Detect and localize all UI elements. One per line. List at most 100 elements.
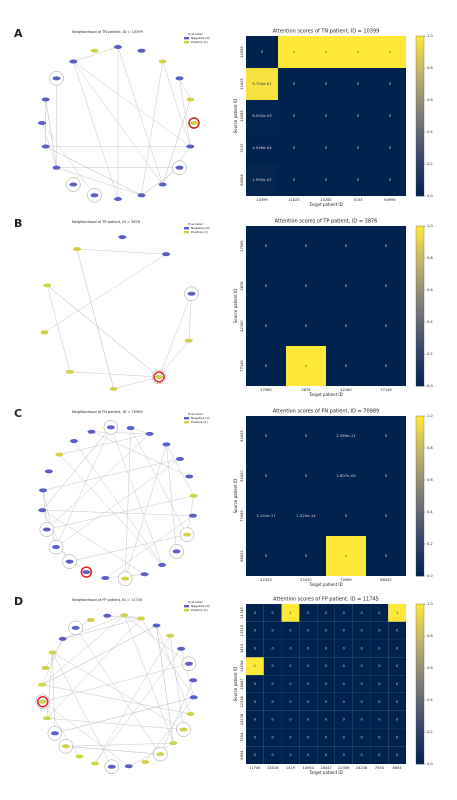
node: [184, 661, 193, 666]
cell: [246, 746, 264, 764]
cell: [334, 621, 353, 640]
x-tick-label: 42180: [340, 388, 352, 392]
x-tick-label: 17965: [260, 388, 271, 392]
cell-label: 0: [389, 81, 392, 86]
cell-label: 0: [385, 553, 388, 558]
colorbar-tick-label: 0.0: [427, 762, 433, 766]
cell-label: 0: [289, 664, 291, 668]
node: [38, 682, 47, 687]
node: [58, 636, 67, 641]
cell-label: 0: [293, 81, 296, 86]
colorbar-step: [416, 298, 424, 303]
edge: [166, 444, 177, 552]
colorbar-step: [416, 184, 424, 189]
cell: [326, 536, 366, 576]
cell-label: 0: [357, 177, 360, 182]
colorbar-step: [416, 342, 424, 347]
cell: [388, 710, 406, 729]
edge: [45, 146, 142, 196]
cell: [246, 710, 264, 729]
legend-swatch: [184, 605, 189, 608]
legend-label: Positive (1): [191, 230, 208, 234]
x-tick-label: 64994: [384, 198, 396, 202]
x-tick-label: 52420: [300, 578, 312, 582]
cell-label: 0: [265, 283, 268, 288]
edge: [54, 697, 194, 734]
colorbar-step: [416, 536, 424, 541]
colorbar-step: [416, 322, 424, 327]
node: [175, 165, 184, 170]
node: [156, 752, 165, 757]
node: [65, 369, 74, 374]
colorbar-step: [416, 302, 424, 307]
node: [91, 761, 100, 766]
cell-label: 0: [385, 363, 388, 368]
cell-label: 0: [254, 629, 256, 633]
colorbar-step: [416, 192, 424, 197]
colorbar-step: [416, 234, 424, 239]
node: [186, 97, 195, 102]
colorbar-step: [416, 164, 424, 169]
cell-label: 0: [396, 700, 398, 704]
cell: [299, 657, 318, 676]
colorbar-step: [416, 172, 424, 177]
cell: [317, 621, 335, 640]
cell: [299, 675, 318, 693]
cell-label: 0: [396, 718, 398, 722]
colorbar-step: [416, 744, 424, 749]
legend-title: True label: [187, 412, 203, 416]
edge: [160, 680, 194, 755]
x-tick-label: 3133: [353, 198, 362, 202]
cell: [246, 692, 264, 711]
cell-label: 0: [272, 682, 274, 686]
colorbar-step: [416, 60, 424, 65]
colorbar-step: [416, 504, 424, 509]
edge: [42, 427, 112, 511]
node: [140, 572, 149, 577]
colorbar-step: [416, 330, 424, 335]
cell: [281, 604, 300, 622]
colorbar-step: [416, 472, 424, 477]
cell: [334, 692, 353, 711]
cell-label: 0: [307, 735, 309, 739]
cell-label: 1: [345, 553, 348, 558]
colorbar-step: [416, 148, 424, 153]
node: [61, 744, 70, 749]
colorbar-step: [416, 242, 424, 247]
node: [42, 527, 51, 532]
cell-label: 0: [396, 753, 398, 757]
colorbar-step: [416, 724, 424, 729]
node: [86, 618, 95, 623]
edge: [124, 615, 190, 665]
network-title: Neighborhood of TP patient, ID = 3876: [72, 220, 140, 224]
target-ring: [153, 371, 165, 383]
colorbar-step: [416, 728, 424, 733]
edge: [42, 615, 125, 685]
x-tick-label: 70989: [340, 578, 352, 582]
colorbar-step: [416, 460, 424, 465]
cell: [246, 100, 278, 132]
colorbar-tick-label: 0.0: [427, 384, 433, 388]
colorbar-step: [416, 370, 424, 375]
cell: [342, 132, 374, 164]
edge: [69, 371, 160, 378]
colorbar-frame: [415, 35, 425, 197]
cell-label: 0: [254, 753, 256, 757]
colorbar-step: [416, 676, 424, 681]
edge: [44, 253, 167, 333]
cell: [286, 266, 326, 306]
cell: [263, 710, 282, 729]
colorbar-frame: [415, 225, 425, 387]
cell: [388, 746, 406, 764]
edge: [141, 167, 180, 196]
cell-label: 0: [396, 682, 398, 686]
edge: [124, 615, 174, 744]
cell: [310, 68, 342, 100]
cell: [334, 710, 353, 729]
y-tick-label: 42433: [240, 430, 244, 441]
cell-label: 0: [289, 700, 291, 704]
colorbar-step: [416, 282, 424, 287]
y-tick-label: 1419: [240, 643, 244, 653]
colorbar-step: [416, 716, 424, 721]
edge: [69, 534, 188, 562]
